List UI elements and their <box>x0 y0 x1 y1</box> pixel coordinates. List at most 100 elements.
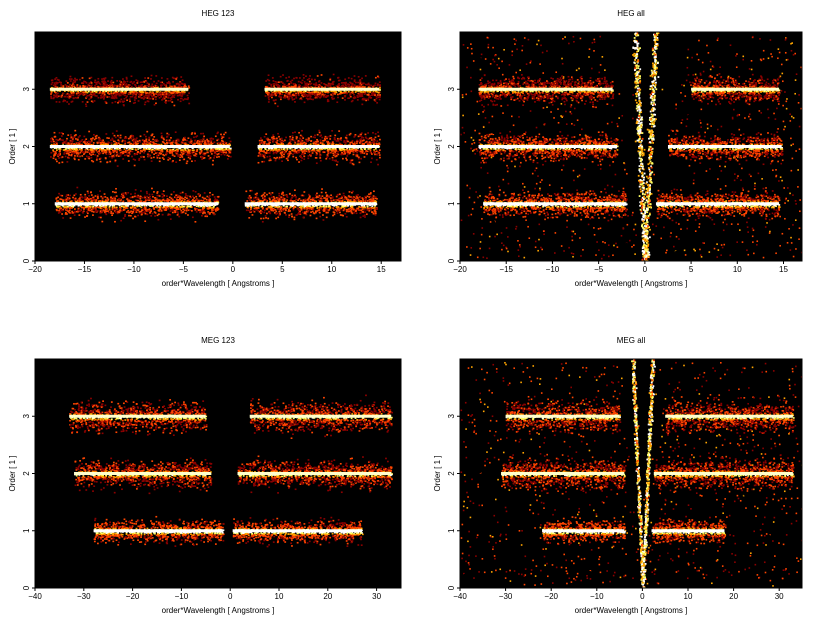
band-pixel <box>307 149 310 151</box>
band-pixel <box>73 211 76 214</box>
band-pixel <box>273 212 276 214</box>
band-pixel <box>68 211 71 214</box>
band-pixel <box>131 90 133 93</box>
band-pixel <box>378 143 381 146</box>
band-pixel <box>255 207 258 210</box>
band-pixel <box>122 92 125 94</box>
band-pixel <box>363 206 366 208</box>
band-pixel <box>94 195 97 197</box>
band-pixel <box>120 205 123 208</box>
band-pixel <box>132 94 135 96</box>
band-pixel <box>268 139 271 141</box>
band-pixel <box>208 195 211 197</box>
band-pixel <box>153 93 155 95</box>
band-pixel <box>307 140 309 142</box>
band-pixel <box>287 208 290 211</box>
band-pixel <box>92 151 95 153</box>
band-pixel <box>178 147 181 150</box>
band-pixel <box>348 149 351 152</box>
band-pixel <box>67 85 70 88</box>
band-pixel <box>53 131 56 134</box>
band-pixel <box>190 133 193 135</box>
band-pixel <box>220 153 223 156</box>
band-pixel <box>179 196 182 198</box>
band-pixel <box>275 217 278 220</box>
band-pixel <box>345 148 348 151</box>
band-pixel <box>134 207 137 210</box>
band-pixel <box>59 198 62 200</box>
band-pixel <box>142 149 144 152</box>
band-pixel <box>159 147 161 150</box>
band-pixel <box>272 209 275 212</box>
band-pixel <box>198 142 201 145</box>
band-pixel <box>332 207 335 209</box>
band-pixel <box>319 157 322 159</box>
band-pixel <box>85 96 88 98</box>
band-pixel <box>66 161 69 163</box>
band-pixel <box>357 194 359 196</box>
band-pixel <box>341 195 343 198</box>
band-pixel <box>173 91 175 94</box>
band-pixel <box>303 141 306 144</box>
band-pixel <box>357 157 360 160</box>
band-pixel <box>205 214 208 216</box>
band-pixel <box>249 205 251 208</box>
band-pixel <box>189 142 191 145</box>
band-pixel <box>193 136 195 139</box>
band-pixel <box>114 159 117 162</box>
band-pixel <box>343 141 346 143</box>
band-pixel <box>182 205 185 208</box>
band-pixel <box>86 148 89 151</box>
band-pixel <box>281 209 284 212</box>
band-pixel <box>171 141 174 144</box>
band-pixel <box>358 201 360 203</box>
band-pixel <box>136 80 139 82</box>
band-pixel <box>195 153 198 155</box>
band-pixel <box>115 154 118 157</box>
band-pixel <box>337 150 340 153</box>
band-pixel <box>84 139 86 142</box>
band-pixel <box>71 136 74 139</box>
band-pixel <box>112 190 114 193</box>
band-pixel <box>194 140 196 142</box>
band-pixel <box>194 150 196 153</box>
band-pixel <box>124 136 127 138</box>
band-pixel <box>108 84 111 86</box>
band-pixel <box>270 196 273 199</box>
band-pixel <box>312 148 314 151</box>
band-pixel <box>313 197 315 199</box>
band-pixel <box>338 130 341 132</box>
band-pixel <box>131 150 134 153</box>
band-pixel <box>92 143 95 146</box>
band-pixel <box>222 152 225 155</box>
band-pixel <box>261 155 264 157</box>
band-pixel <box>350 208 353 211</box>
band-pixel <box>148 147 150 150</box>
band-pixel <box>316 205 318 207</box>
band-pixel <box>221 150 224 152</box>
band-pixel <box>92 142 95 144</box>
band-pixel <box>119 134 122 137</box>
band-pixel <box>52 157 55 160</box>
band-pixel <box>262 197 264 199</box>
band-pixel <box>338 142 341 145</box>
band-pixel <box>119 206 121 208</box>
band-pixel <box>289 138 291 140</box>
band-pixel <box>161 150 164 152</box>
band-pixel <box>90 197 92 200</box>
band-pixel <box>263 195 266 198</box>
band-pixel <box>104 151 107 154</box>
band-pixel <box>179 208 182 210</box>
band-pixel <box>253 207 256 210</box>
band-pixel <box>116 165 119 167</box>
band-pixel <box>270 147 273 150</box>
band-pixel <box>220 148 223 150</box>
band-pixel <box>187 156 190 159</box>
band-pixel <box>56 82 59 84</box>
band-pixel <box>301 150 304 152</box>
band-pixel <box>91 89 94 92</box>
band-pixel <box>70 94 72 97</box>
band-pixel <box>155 140 158 142</box>
band-pixel <box>68 78 71 80</box>
band-pixel <box>281 151 284 153</box>
